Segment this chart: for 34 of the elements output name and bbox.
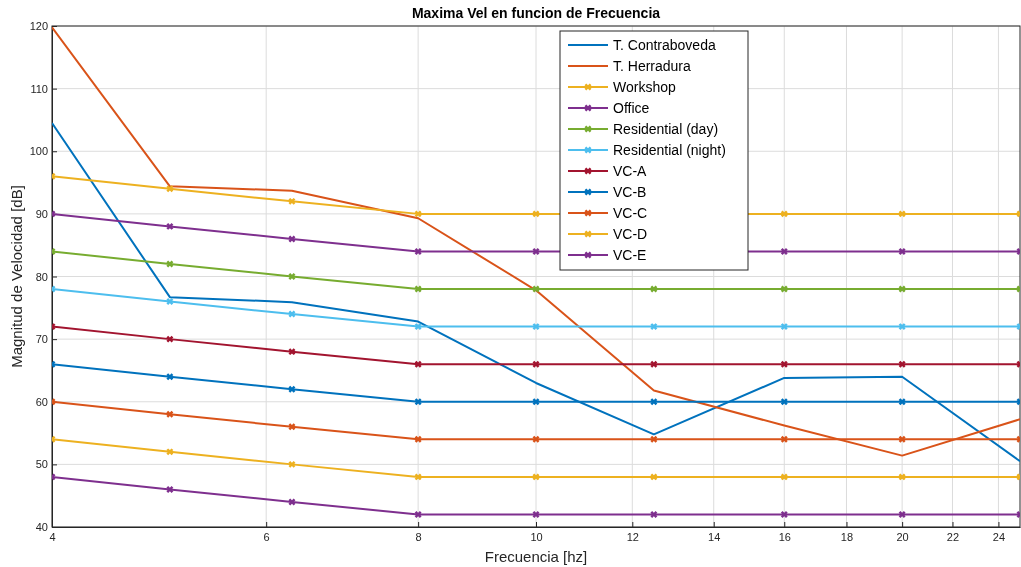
legend-label: Workshop (613, 79, 676, 95)
legend-label: Office (613, 100, 650, 116)
legend-label: VC-D (613, 226, 648, 242)
y-tick-label: 70 (35, 333, 48, 346)
x-tick-label: 18 (840, 530, 854, 543)
y-tick-label: 90 (35, 207, 48, 220)
legend-label: VC-B (613, 184, 647, 200)
y-tick-label: 40 (35, 521, 48, 534)
legend-label: T. Contraboveda (613, 37, 716, 53)
x-axis-title: Frecuencia [hz] (484, 548, 588, 565)
x-tick-label: 22 (946, 530, 960, 543)
legend-label: VC-E (613, 247, 647, 263)
y-axis-title: Magnitud de Velocidad [dB] (8, 185, 25, 368)
x-tick-label: 24 (992, 530, 1006, 543)
legend-label: Residential (night) (613, 142, 726, 158)
x-tick-label: 16 (778, 530, 791, 543)
y-tick-label: 80 (35, 270, 48, 283)
legend-label: VC-C (613, 205, 648, 221)
x-tick-label: 20 (896, 530, 909, 543)
x-tick-label: 12 (626, 530, 639, 543)
y-tick-label: 110 (30, 82, 48, 95)
x-tick-label: 10 (530, 530, 543, 543)
legend-label: VC-A (613, 163, 648, 179)
legend-label: Residential (day) (613, 121, 719, 137)
legend-label: T. Herradura (613, 58, 692, 74)
x-tick-label: 4 (49, 530, 56, 543)
x-tick-label: 6 (263, 530, 270, 543)
y-tick-label: 60 (35, 395, 48, 408)
x-tick-label: 14 (708, 530, 721, 543)
chart-title: Maxima Vel en funcion de Frecuencia (411, 5, 661, 21)
x-tick-label: 8 (415, 530, 422, 543)
y-tick-label: 100 (29, 145, 48, 158)
y-tick-label: 50 (35, 458, 48, 471)
y-tick-label: 120 (29, 20, 48, 33)
